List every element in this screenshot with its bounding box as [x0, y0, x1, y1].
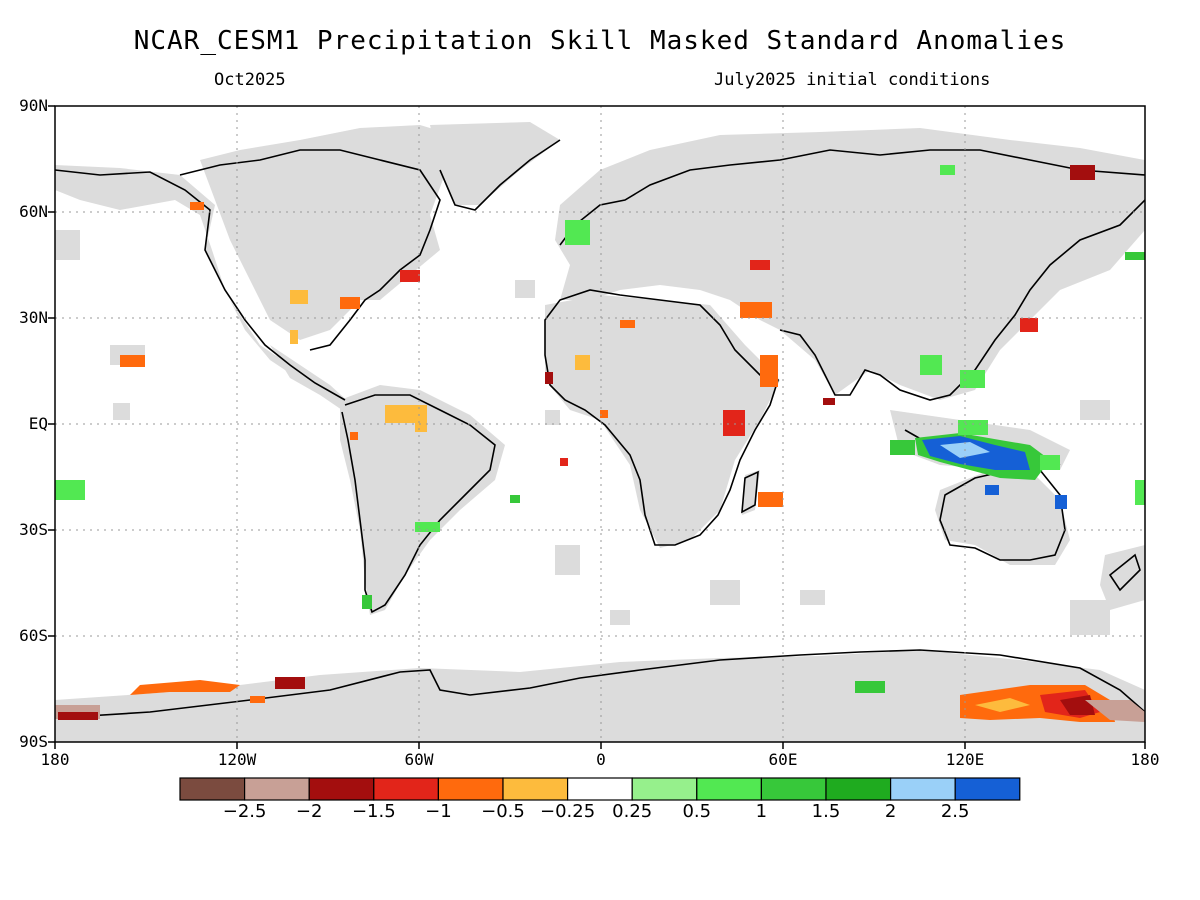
initial-conditions: July2025 initial conditions	[714, 70, 991, 90]
lat-label-30n: 30N	[19, 308, 48, 327]
colorbar-label: 1.5	[811, 801, 841, 822]
colorbar-label: −1.5	[351, 801, 396, 822]
colorbar-swatch	[760, 777, 827, 801]
colorbar-swatch	[373, 777, 439, 801]
colorbar-label: −1	[425, 801, 452, 822]
colorbar-swatch	[502, 777, 569, 801]
lon-label-120e: 120E	[945, 750, 985, 769]
lon-label-60e: 60E	[768, 750, 798, 769]
lat-label-30s: 30S	[19, 520, 48, 539]
colorbar-label: −2	[295, 801, 323, 822]
lat-label-eq: EQ	[28, 414, 48, 433]
lon-label-120w: 120W	[217, 750, 257, 769]
colorbar	[179, 777, 1021, 801]
colorbar-swatch	[631, 777, 698, 801]
anomaly-patches	[55, 165, 1145, 722]
axis-ticks	[48, 105, 1146, 749]
colorbar-label: 2.5	[940, 801, 970, 822]
colorbar-swatch	[696, 777, 762, 801]
forecast-month: Oct2025	[214, 70, 286, 90]
colorbar-swatch	[889, 777, 956, 801]
coastlines	[54, 139, 1146, 719]
colorbar-label: 2	[884, 801, 897, 822]
colorbar-label: −0.25	[540, 801, 596, 822]
lat-label-60s: 60S	[19, 626, 48, 645]
colorbar-swatch	[308, 777, 375, 801]
colorbar-label: −0.5	[481, 801, 525, 822]
colorbar-swatch	[825, 777, 892, 801]
colorbar-swatch	[244, 777, 310, 801]
colorbar-label: 1	[755, 801, 768, 822]
colorbar-label: 0.25	[612, 801, 653, 822]
colorbar-label: −2.5	[222, 801, 267, 822]
lon-label-180w: 180	[40, 750, 70, 769]
land-mask	[55, 122, 1145, 742]
lat-label-90s: 90S	[19, 732, 48, 751]
colorbar-swatch	[437, 777, 504, 801]
lat-label-90n: 90N	[19, 96, 48, 115]
colorbar-swatch	[566, 777, 633, 801]
lon-label-0: 0	[596, 750, 606, 769]
colorbar-swatch	[954, 777, 1021, 801]
lat-label-60n: 60N	[19, 202, 48, 221]
lon-label-60w: 60W	[404, 750, 434, 769]
graticule	[55, 106, 1145, 742]
page-title: NCAR_CESM1 Precipitation Skill Masked St…	[133, 26, 1067, 56]
colorbar-swatch	[179, 777, 246, 801]
lon-label-180e: 180	[1130, 750, 1160, 769]
colorbar-label: 0.5	[682, 801, 712, 822]
